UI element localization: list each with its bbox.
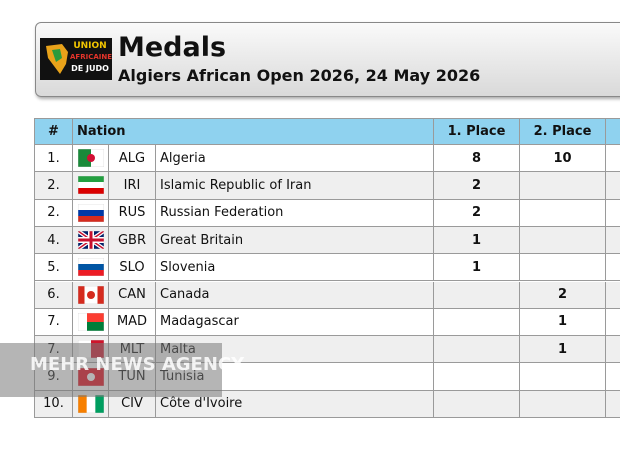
cut-column <box>606 254 620 282</box>
logo-line: DE JUDO <box>71 64 109 73</box>
second-place: 1 <box>520 336 606 364</box>
flag <box>77 149 104 168</box>
flag <box>77 394 104 413</box>
nation-name: Canada <box>156 281 434 309</box>
nation-name: Islamic Republic of Iran <box>156 172 434 200</box>
cut-column <box>606 226 620 255</box>
second-place <box>520 172 606 200</box>
second-place <box>520 254 606 282</box>
cut-column <box>606 363 620 391</box>
second-place <box>520 363 606 391</box>
rank: 6. <box>35 281 73 309</box>
second-place: 1 <box>520 308 606 337</box>
watermark-text: MEHR NEWS AGENCY <box>30 354 245 375</box>
nation-code: SLO <box>109 254 156 282</box>
first-place <box>434 281 520 309</box>
flag <box>77 231 104 250</box>
flag-cell <box>73 281 109 309</box>
first-place: 1 <box>434 254 520 282</box>
first-place: 8 <box>434 145 520 173</box>
column-header: # <box>35 119 73 145</box>
rank: 2. <box>35 172 73 200</box>
first-place <box>434 390 520 418</box>
cut-column <box>606 145 620 173</box>
flag-cell <box>73 172 109 200</box>
first-place: 1 <box>434 226 520 255</box>
rank: 5. <box>35 254 73 282</box>
flag-cell <box>73 226 109 255</box>
first-place <box>434 363 520 391</box>
cut-column <box>606 308 620 337</box>
cut-column <box>606 281 620 309</box>
logo: UNION AFRICAINE DE JUDO <box>40 38 112 80</box>
rank: 7. <box>35 308 73 337</box>
flag <box>77 176 104 195</box>
nation-name: Côte d'Ivoire <box>156 390 434 418</box>
first-place: 2 <box>434 172 520 200</box>
medal-table: # Nation 1. Place 2. Place 1. ALG Algeria 8 10 2.… <box>34 118 620 418</box>
flag-cell <box>73 254 109 282</box>
watermark <box>0 343 222 397</box>
logo-shape <box>46 44 68 74</box>
flag <box>77 258 104 277</box>
column-header: 1. Place <box>434 119 520 145</box>
nation-name: Great Britain <box>156 226 434 255</box>
nation-code: IRI <box>109 172 156 200</box>
cut-column <box>606 199 620 227</box>
nation-code: RUS <box>109 199 156 227</box>
nation-name: Algeria <box>156 145 434 173</box>
rank: 1. <box>35 145 73 173</box>
flag <box>77 203 104 222</box>
second-place: 2 <box>520 281 606 309</box>
rank: 4. <box>35 226 73 255</box>
logo-line: UNION <box>73 41 107 51</box>
logo-line: AFRICAINE <box>70 53 112 61</box>
flag-cell <box>73 145 109 173</box>
nation-code: CAN <box>109 281 156 309</box>
second-place <box>520 390 606 418</box>
nation-code: ALG <box>109 145 156 173</box>
first-place: 2 <box>434 199 520 227</box>
flag <box>77 285 104 304</box>
cut-column <box>606 172 620 200</box>
flag <box>77 312 104 331</box>
nation-code: GBR <box>109 226 156 255</box>
cut-column <box>606 336 620 364</box>
nation-name: Madagascar <box>156 308 434 337</box>
second-place: 10 <box>520 145 606 173</box>
first-place <box>434 336 520 364</box>
nation-code: MAD <box>109 308 156 337</box>
header-box <box>35 22 620 97</box>
rank: 2. <box>35 199 73 227</box>
flag-cell <box>73 308 109 337</box>
column-header: Nation <box>73 119 434 145</box>
flag-cell <box>73 199 109 227</box>
second-place <box>520 199 606 227</box>
cut-column <box>606 390 620 418</box>
second-place <box>520 226 606 255</box>
nation-name: Slovenia <box>156 254 434 282</box>
nation-name: Russian Federation <box>156 199 434 227</box>
title: Medals <box>118 32 227 63</box>
subtitle: Algiers African Open 2026, 24 May 2026 <box>118 66 481 85</box>
column-header: 2. Place <box>520 119 606 145</box>
first-place <box>434 308 520 337</box>
column-header <box>606 119 620 145</box>
